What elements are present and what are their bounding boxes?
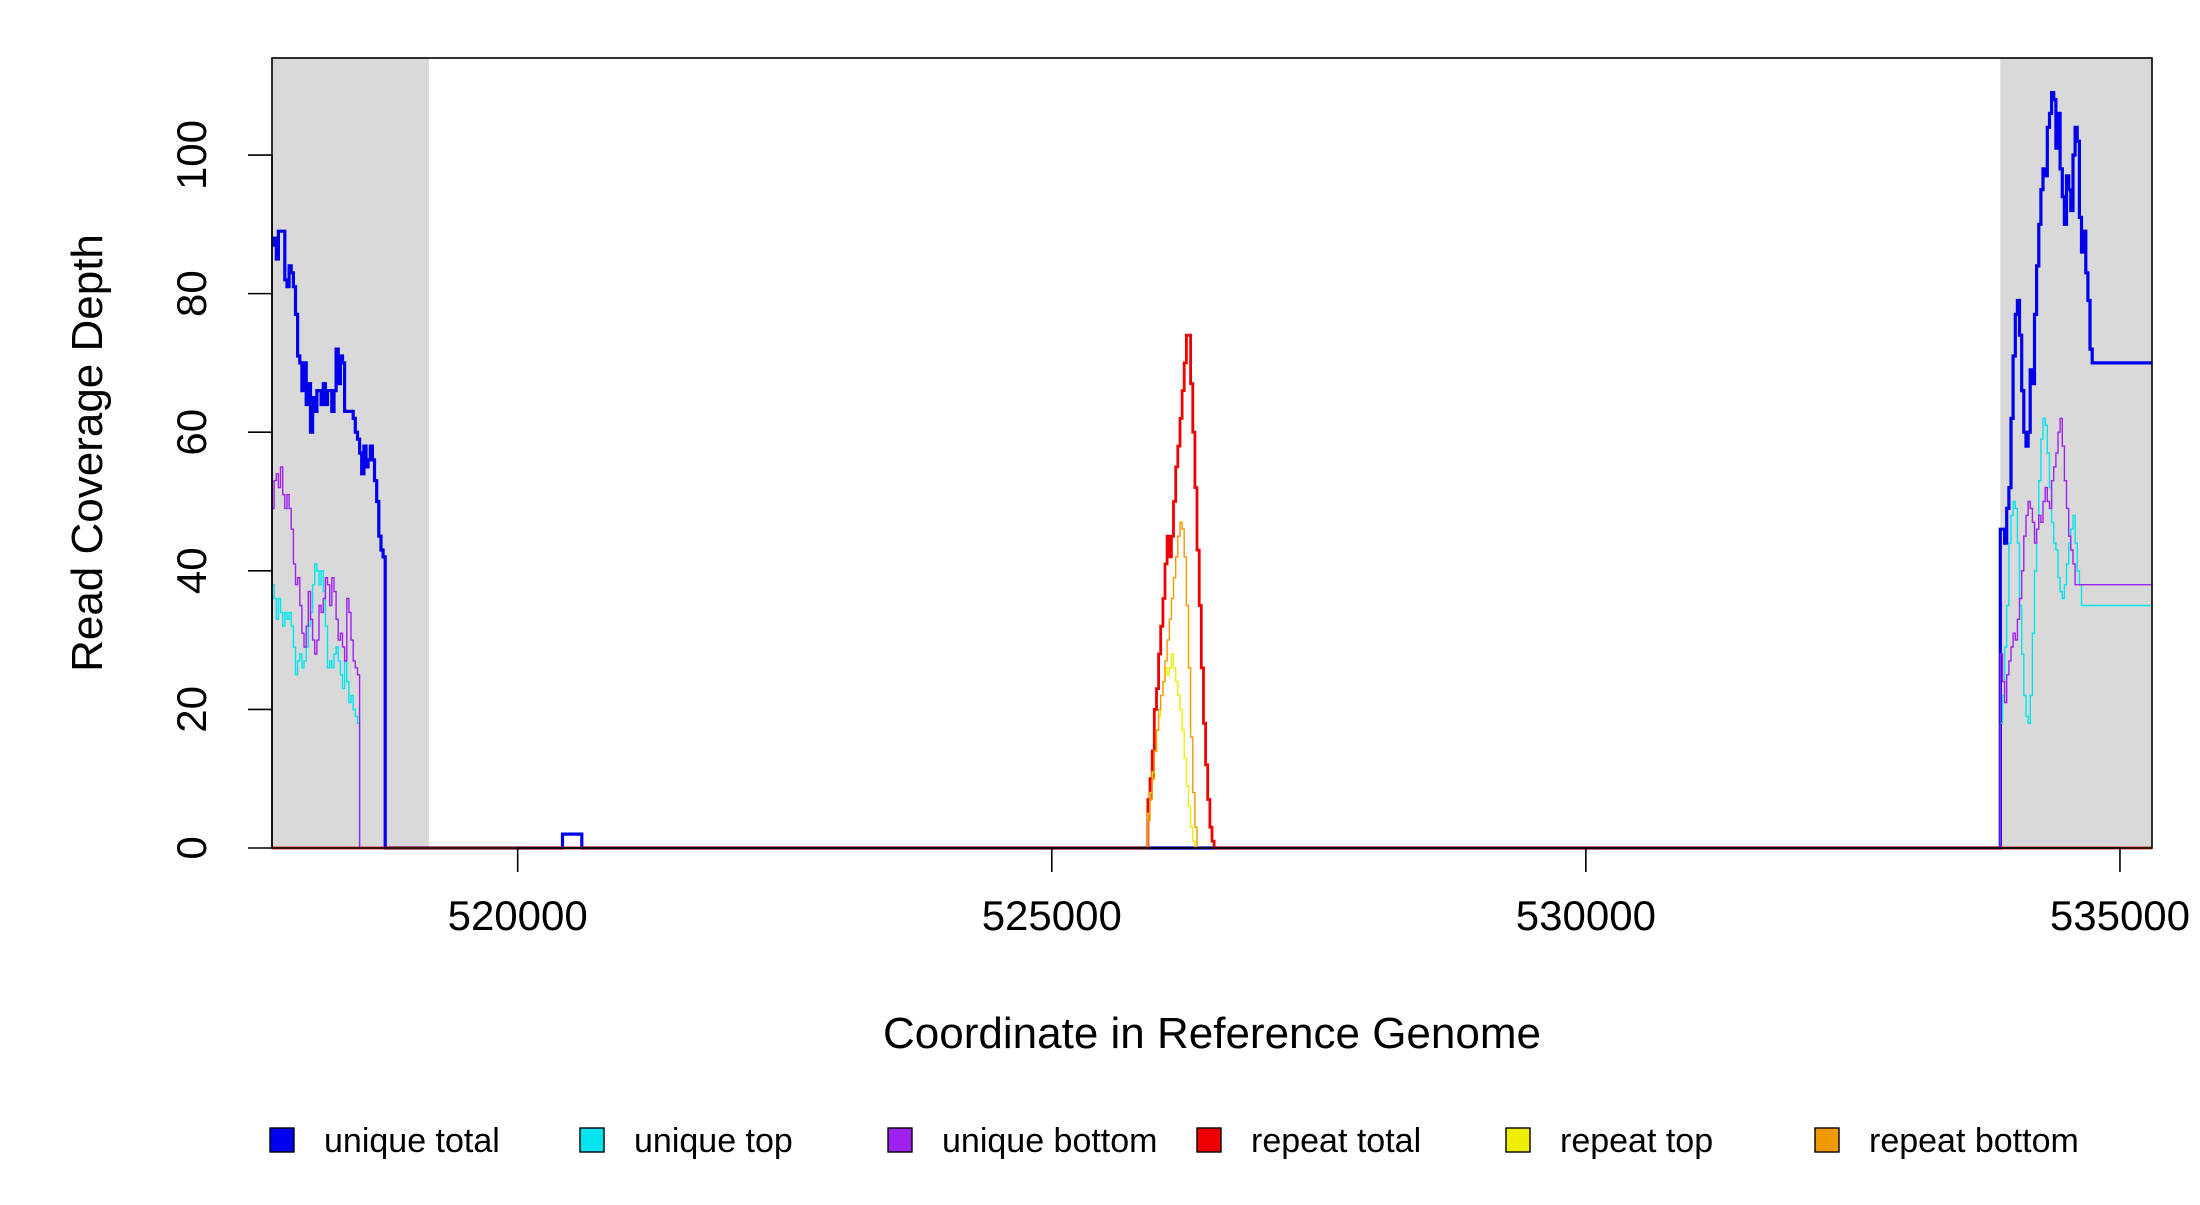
series-line-repeat-total: [272, 333, 2152, 850]
y-axis: 0 20 40 60 80 100: [168, 120, 273, 860]
legend-item-unique-top: unique top: [579, 1122, 793, 1160]
shaded-region-1: [272, 58, 430, 848]
legend-item-repeat-bottom: repeat bottom: [1814, 1122, 2079, 1160]
legend: unique total unique top unique bottom repea…: [269, 1122, 2079, 1160]
legend-label-repeat-bottom: repeat bottom: [1869, 1122, 2079, 1160]
y-tick-label-80: 80: [168, 270, 215, 317]
x-axis: 520000 525000 530000 535000: [448, 847, 2190, 939]
series-line-unique-top: [272, 417, 2152, 849]
plot-frame: [271, 57, 2153, 849]
legend-item-repeat-top: repeat top: [1505, 1122, 1713, 1160]
y-tick-label-0: 0: [168, 836, 215, 859]
legend-item-unique-bottom: unique bottom: [887, 1122, 1158, 1160]
series-line-repeat-bottom: [272, 521, 2152, 849]
legend-label-repeat-total: repeat total: [1251, 1122, 1421, 1160]
series-lines: [272, 91, 2152, 850]
legend-swatch-unique-total: [269, 1127, 295, 1153]
legend-swatch-unique-bottom: [887, 1127, 913, 1153]
series-line-unique-total: [272, 91, 2152, 850]
y-tick-label-20: 20: [168, 686, 215, 733]
legend-swatch-repeat-bottom: [1814, 1127, 1840, 1153]
legend-label-unique-top: unique top: [634, 1122, 793, 1160]
x-tick-label-535000: 535000: [2050, 892, 2190, 939]
legend-label-unique-total: unique total: [324, 1122, 500, 1160]
legend-item-repeat-total: repeat total: [1196, 1122, 1421, 1160]
y-axis-label: Read Coverage Depth: [63, 234, 112, 672]
legend-swatch-repeat-top: [1505, 1127, 1531, 1153]
shaded-regions: [272, 58, 2152, 848]
series-line-unique-bottom: [272, 417, 2152, 849]
shaded-region-2: [2000, 58, 2152, 848]
y-tick-label-100: 100: [168, 120, 215, 190]
x-tick-label-525000: 525000: [982, 892, 1122, 939]
y-tick-label-40: 40: [168, 547, 215, 594]
x-tick-label-530000: 530000: [1516, 892, 1656, 939]
legend-swatch-unique-top: [579, 1127, 605, 1153]
legend-label-repeat-top: repeat top: [1560, 1122, 1713, 1160]
series-line-repeat-top: [272, 653, 2152, 849]
y-tick-label-60: 60: [168, 409, 215, 456]
legend-swatch-repeat-total: [1196, 1127, 1222, 1153]
x-tick-label-520000: 520000: [448, 892, 588, 939]
legend-label-unique-bottom: unique bottom: [942, 1122, 1158, 1160]
x-axis-label: Coordinate in Reference Genome: [883, 1009, 1541, 1058]
legend-item-unique-total: unique total: [269, 1122, 500, 1160]
